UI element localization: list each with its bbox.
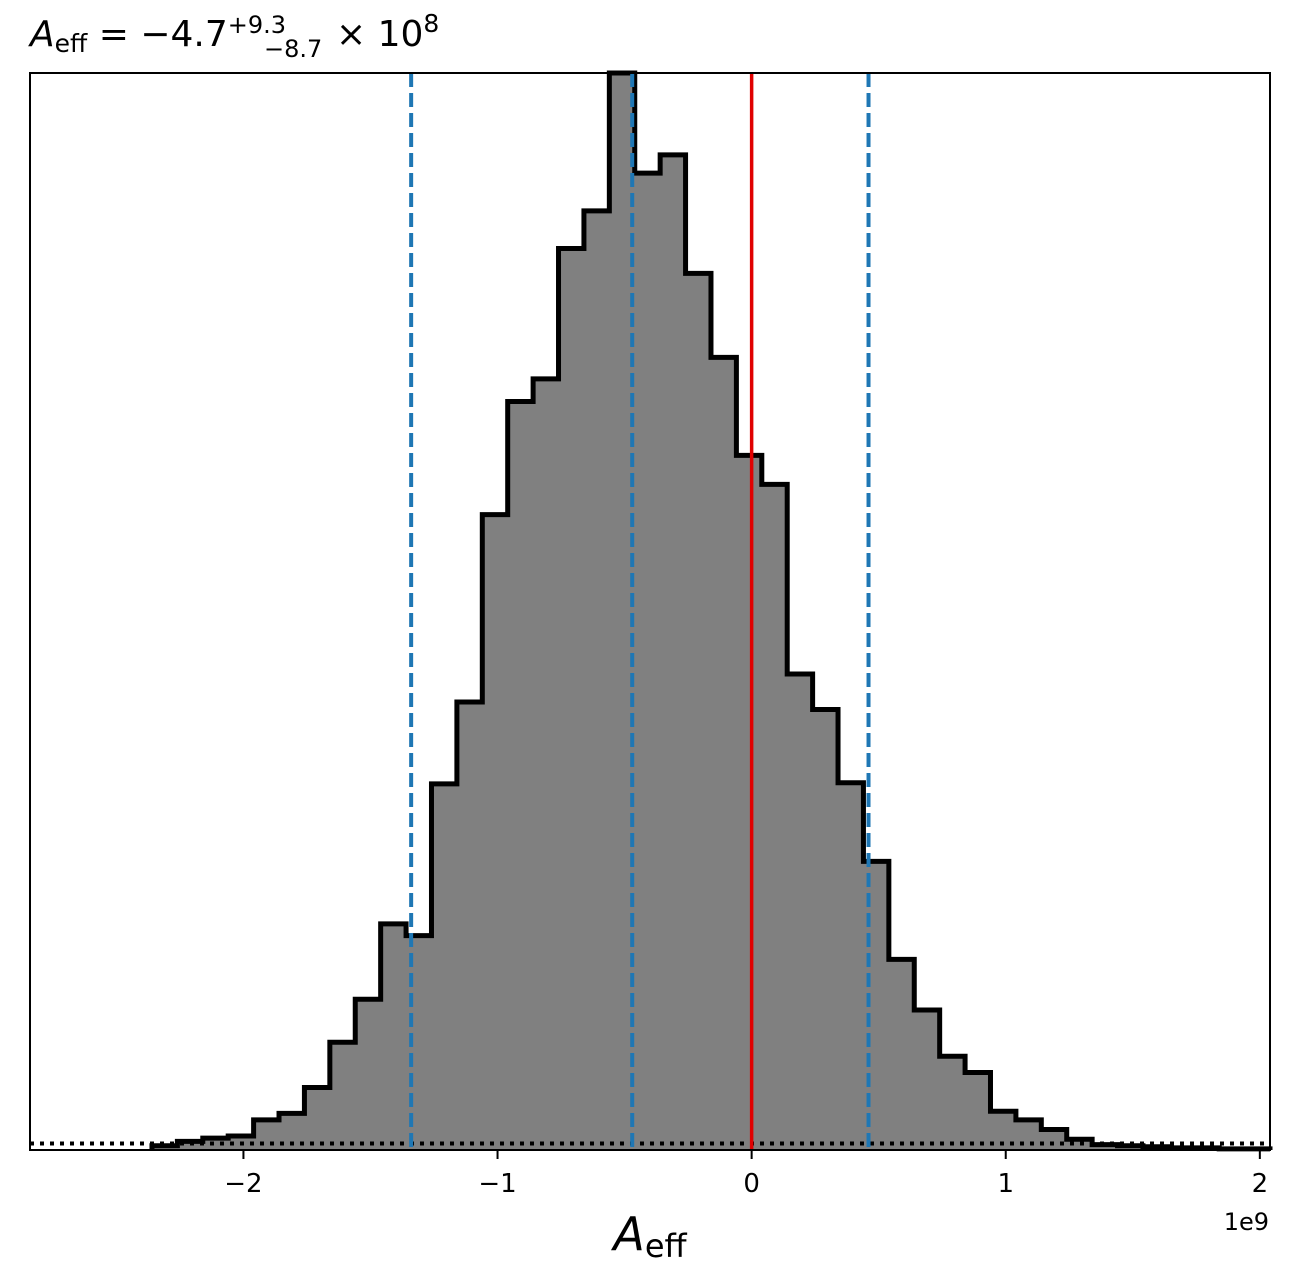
x-axis-label-symbol: A [610, 1207, 644, 1261]
x-tick-label: 2 [1252, 1169, 1269, 1199]
x-tick-label: 0 [743, 1169, 760, 1199]
histogram-fill [151, 73, 1271, 1150]
plot-area [30, 70, 1273, 1152]
axes-frame [29, 72, 1271, 1151]
title-upper-error: +9.3 [228, 11, 286, 39]
x-tick-label: 1 [997, 1169, 1014, 1199]
title-lower-error: −8.7 [264, 35, 322, 63]
title-times: × 10 [336, 14, 423, 55]
x-axis-ticks: −2 −1 0 1 2 [224, 1150, 1268, 1199]
title-relation: = −4.7 [87, 14, 227, 55]
title-symbol-subscript: eff [55, 29, 88, 58]
title-symbol: A [28, 14, 55, 55]
chart-title-tail: × 108 [336, 9, 439, 55]
x-axis-label: Aeff [610, 1207, 687, 1265]
chart-title: Aeff = −4.7+9.3 [28, 11, 286, 58]
x-tick-label: −1 [478, 1169, 516, 1199]
histogram-outline [149, 70, 1273, 1152]
x-tick-label: −2 [224, 1169, 262, 1199]
x-offset-label: 1e9 [1224, 1208, 1269, 1236]
title-exponent: 8 [423, 9, 439, 38]
x-axis-label-subscript: eff [645, 1227, 688, 1265]
